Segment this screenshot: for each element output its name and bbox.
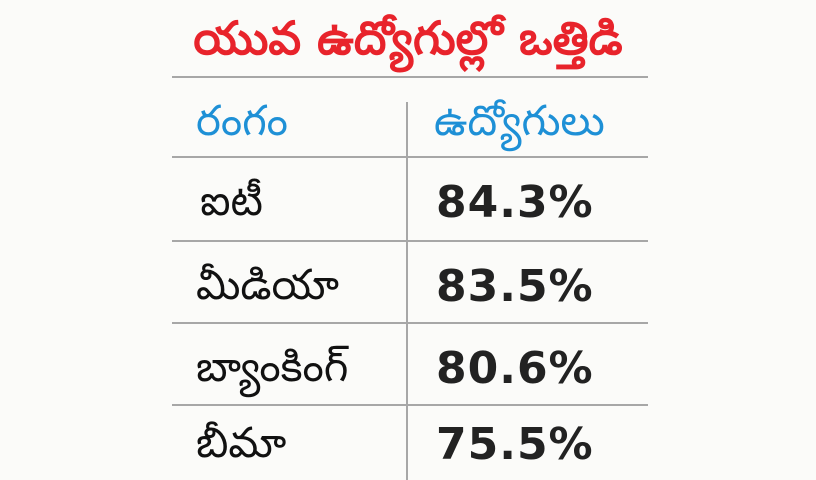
header-employees: ఉద్యోగులు: [434, 96, 605, 145]
header-rule: [172, 156, 648, 158]
row-sector-banking: బ్యాంకింగ్: [196, 342, 349, 391]
row-sector-media: మీడియా: [196, 260, 340, 309]
row-value-banking: 80.6%: [436, 343, 594, 394]
row-rule-3: [172, 404, 648, 406]
header-sector: రంగం: [196, 96, 288, 145]
row-value-media: 83.5%: [436, 261, 594, 312]
row-sector-it: ఐటీ: [200, 176, 263, 225]
row-rule-2: [172, 322, 648, 324]
column-divider: [406, 102, 408, 480]
row-rule-1: [172, 240, 648, 242]
row-sector-insurance: బీమా: [196, 418, 287, 467]
row-value-it: 84.3%: [436, 177, 594, 228]
row-value-insurance: 75.5%: [436, 419, 594, 470]
infographic-title: యువ ఉద్యోగుల్లో ఒత్తిడి: [193, 11, 623, 65]
table-top-rule: [172, 76, 648, 78]
